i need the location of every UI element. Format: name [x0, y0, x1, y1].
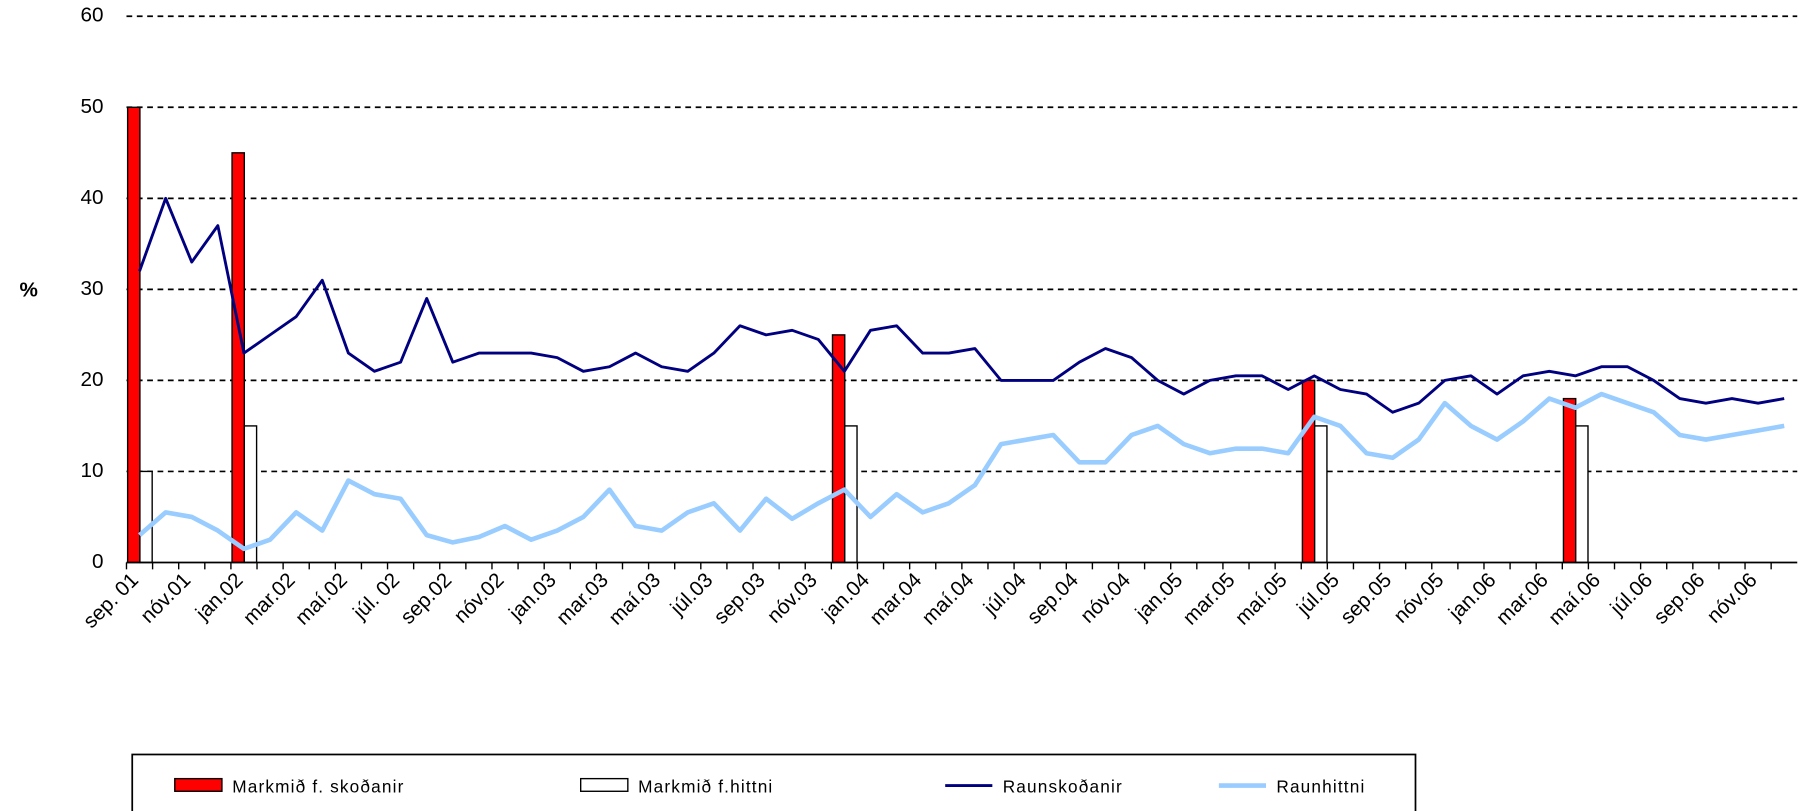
x-tick-label: mar.02 — [239, 569, 300, 630]
x-tick-label: nóv.03 — [763, 569, 822, 628]
bar — [231, 152, 246, 564]
x-tick-label: mar.06 — [1492, 569, 1553, 630]
y-tick-label: 40 — [80, 186, 103, 209]
legend-label: Markmið f.hittni — [638, 776, 773, 796]
bar — [139, 470, 153, 564]
y-tick-label: 20 — [80, 368, 103, 391]
x-tick-label: mar.03 — [552, 569, 613, 630]
x-tick-label: nóv.01 — [136, 569, 195, 628]
y-tick-label: 50 — [80, 95, 103, 118]
x-tick-label: maí.05 — [1231, 569, 1292, 630]
bar — [243, 425, 258, 564]
legend-box — [131, 753, 1417, 811]
x-tick-label: mar.05 — [1179, 569, 1240, 630]
bar — [1575, 425, 1589, 564]
line — [138, 391, 1785, 552]
x-tick-label: maí.03 — [604, 569, 665, 630]
x-tick-label: nóv.06 — [1703, 569, 1762, 628]
legend-label: Raunskoðanir — [1003, 776, 1123, 796]
x-tick-label: sep.03 — [709, 569, 769, 629]
bar — [126, 106, 141, 564]
bar — [1562, 397, 1577, 564]
x-tick-label: júl. 02 — [348, 569, 404, 625]
y-tick-label: 0 — [92, 550, 104, 573]
x-tick-label: jan.02 — [191, 569, 248, 626]
x-tick-label: maí.06 — [1544, 569, 1605, 630]
legend-swatch — [174, 777, 223, 792]
x-tick-label: jan.06 — [1444, 569, 1501, 626]
y-tick-label: 60 — [80, 4, 103, 27]
bar — [1313, 425, 1328, 564]
x-tick-label: maí.02 — [291, 569, 352, 630]
bar — [1301, 379, 1316, 564]
legend-swatch — [579, 777, 629, 792]
line — [138, 196, 1785, 414]
x-tick-label: jan.03 — [504, 569, 561, 626]
x-tick-label: sep.06 — [1649, 569, 1709, 629]
y-axis-label: % — [20, 279, 38, 302]
x-tick-label: nóv.04 — [1076, 569, 1135, 628]
legend-label: Markmið f. skoðanir — [232, 776, 404, 796]
x-tick-label: sep. 01 — [79, 569, 143, 633]
x-tick-label: jan.04 — [817, 569, 874, 626]
y-tick-label: 10 — [80, 459, 103, 482]
legend-label: Raunhittni — [1276, 776, 1365, 796]
x-tick-label: maí.04 — [917, 569, 978, 630]
x-tick-label: sep.04 — [1023, 569, 1083, 629]
x-tick-label: sep.02 — [396, 569, 456, 629]
x-tick-label: sep.05 — [1336, 569, 1396, 629]
x-tick-label: jan.05 — [1130, 569, 1187, 626]
x-tick-label: nóv.05 — [1389, 569, 1448, 628]
x-tick-label: mar.04 — [865, 569, 926, 630]
y-tick-label: 30 — [80, 277, 103, 300]
x-tick-label: nóv.02 — [449, 569, 508, 628]
